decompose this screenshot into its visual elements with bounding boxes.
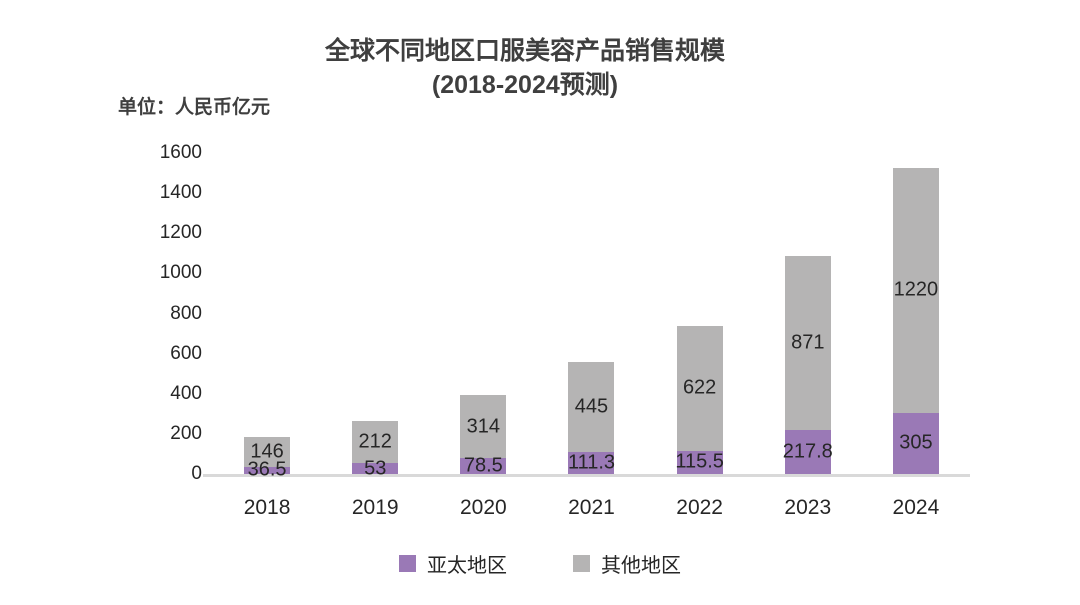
bar-segment-other-2019 <box>352 420 399 464</box>
bar-segment-other-2023 <box>784 255 831 431</box>
bar-column-2021: 111.3 445 2021 <box>537 153 645 519</box>
y-axis-tick-label: 1000 <box>159 262 202 284</box>
legend-label: 亚太地区 <box>427 555 507 577</box>
legend-item-0: 亚太地区 <box>399 549 507 578</box>
x-axis-line <box>203 474 970 477</box>
bar-segment-other-2022 <box>676 326 723 451</box>
bar-segment-apac-2022 <box>676 450 723 474</box>
bar-segment-apac-2024 <box>892 412 939 474</box>
x-axis-label-2020: 2020 <box>459 496 507 519</box>
bar-segment-other-2021 <box>568 362 615 452</box>
bar-segment-other-2024 <box>892 168 939 413</box>
bars-container: 36.5 146 2018 53 212 2019 78.5 314 2020 111.3 445 2… <box>213 153 970 519</box>
x-axis-label-2022: 2022 <box>676 496 723 519</box>
data-label-other-2021: 445 <box>574 395 609 418</box>
data-label-apac-2020: 78.5 <box>463 454 503 477</box>
bar-segment-apac-2021 <box>568 451 615 474</box>
bar-column-2022: 115.5 622 2022 <box>646 153 754 519</box>
data-label-apac-2023: 217.8 <box>782 440 833 463</box>
plot-area: 36.5 146 2018 53 212 2019 78.5 314 2020 111.3 445 2… <box>203 153 970 519</box>
stacked-bar-2018: 36.5 146 <box>244 437 291 481</box>
x-axis-label-2021: 2021 <box>568 496 615 519</box>
bar-segment-apac-2018 <box>244 466 291 474</box>
stacked-bar-2020: 78.5 314 <box>460 395 507 477</box>
data-label-other-2023: 871 <box>791 331 825 354</box>
x-axis-label-2019: 2019 <box>351 496 399 519</box>
stacked-bar-2022: 115.5 622 <box>675 326 724 474</box>
legend: 亚太地区 其他地区 <box>0 549 1080 578</box>
bar-segment-apac-2019 <box>352 463 399 474</box>
x-axis-label-2024: 2024 <box>892 496 940 519</box>
unit-label: 单位：人民币亿元 <box>118 97 271 118</box>
x-axis-label-2023: 2023 <box>784 496 832 519</box>
y-axis-tick-label: 1400 <box>159 182 202 204</box>
legend-item-1: 其他地区 <box>573 549 681 578</box>
stacked-bar-2021: 111.3 445 <box>567 362 616 474</box>
legend-label: 其他地区 <box>601 555 681 577</box>
data-label-other-2018: 146 <box>250 440 284 463</box>
stacked-bar-2024: 305 1220 <box>892 168 939 474</box>
data-label-apac-2022: 115.5 <box>675 450 724 473</box>
x-axis-label-2018: 2018 <box>243 496 291 519</box>
bar-column-2019: 53 212 2019 <box>321 153 429 519</box>
chart-title-line2: (2018-2024预测) <box>431 71 619 99</box>
bar-column-2024: 305 1220 2024 <box>862 153 970 519</box>
y-axis-tick-label: 600 <box>170 342 202 364</box>
y-axis-tick-label: 200 <box>170 422 202 444</box>
data-label-other-2020: 314 <box>466 415 501 438</box>
bar-segment-other-2018 <box>244 437 291 467</box>
data-label-apac-2018: 36.5 <box>247 458 287 481</box>
data-label-other-2024: 1220 <box>893 278 939 301</box>
bar-column-2018: 36.5 146 2018 <box>213 153 321 519</box>
data-label-other-2019: 212 <box>358 430 392 453</box>
legend-swatch-icon <box>573 555 590 572</box>
bar-segment-apac-2020 <box>460 458 507 474</box>
bar-column-2023: 217.8 871 2023 <box>754 153 862 519</box>
chart-title-line1: 全球不同地区口服美容产品销售规模 <box>324 37 725 65</box>
bar-segment-other-2020 <box>460 395 507 459</box>
data-label-other-2022: 622 <box>682 376 717 399</box>
y-axis-tick-label: 800 <box>170 302 202 324</box>
stacked-bar-2019: 53 212 <box>352 420 399 479</box>
bar-segment-apac-2023 <box>784 430 831 474</box>
chart-title: 全球不同地区口服美容产品销售规模 (2018-2024预测) <box>120 34 930 102</box>
y-axis-tick-label: 400 <box>170 382 202 404</box>
data-label-apac-2021: 111.3 <box>567 451 616 474</box>
legend-swatch-icon <box>399 555 416 572</box>
bar-column-2020: 78.5 314 2020 <box>429 153 537 519</box>
y-axis-tick-label: 0 <box>191 463 202 484</box>
data-label-apac-2024: 305 <box>899 431 933 454</box>
data-label-apac-2019: 53 <box>364 457 387 480</box>
stacked-bar-2023: 217.8 871 <box>782 255 833 474</box>
y-axis: 0 200 400 600 800 1000 1200 1400 1600 <box>128 142 202 484</box>
y-axis-tick-label: 1600 <box>159 142 202 163</box>
y-axis-tick-label: 1200 <box>159 222 202 244</box>
